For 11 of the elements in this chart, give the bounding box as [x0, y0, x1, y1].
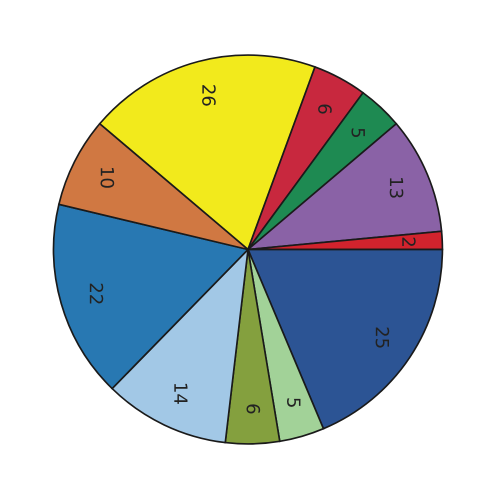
- data-label: 22: [90, 284, 104, 304]
- data-label: 5: [287, 398, 300, 407]
- data-label: 6: [318, 104, 332, 114]
- data-label: 10: [100, 168, 114, 188]
- data-label: 5: [351, 128, 365, 138]
- data-label: 13: [390, 178, 404, 198]
- data-label: 14: [174, 384, 188, 404]
- data-label: 6: [246, 404, 260, 414]
- data-label: 25: [376, 328, 390, 348]
- data-label: 2: [402, 238, 416, 246]
- data-label: 26: [202, 85, 216, 106]
